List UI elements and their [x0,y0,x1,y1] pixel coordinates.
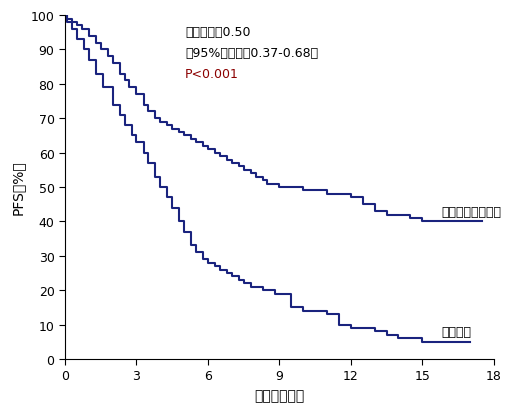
Y-axis label: PFS（%）: PFS（%） [11,160,25,215]
Text: P<0.001: P<0.001 [185,67,239,81]
Text: （95%信頼区隓0.37-0.68）: （95%信頼区隓0.37-0.68） [185,47,318,60]
X-axis label: 期間（ヶ月）: 期間（ヶ月） [254,388,304,402]
Text: ペムブロリズマブ: ペムブロリズマブ [441,205,502,218]
Text: 化学療法: 化学療法 [441,325,471,338]
Text: ハザード比0.50: ハザード比0.50 [185,26,251,39]
